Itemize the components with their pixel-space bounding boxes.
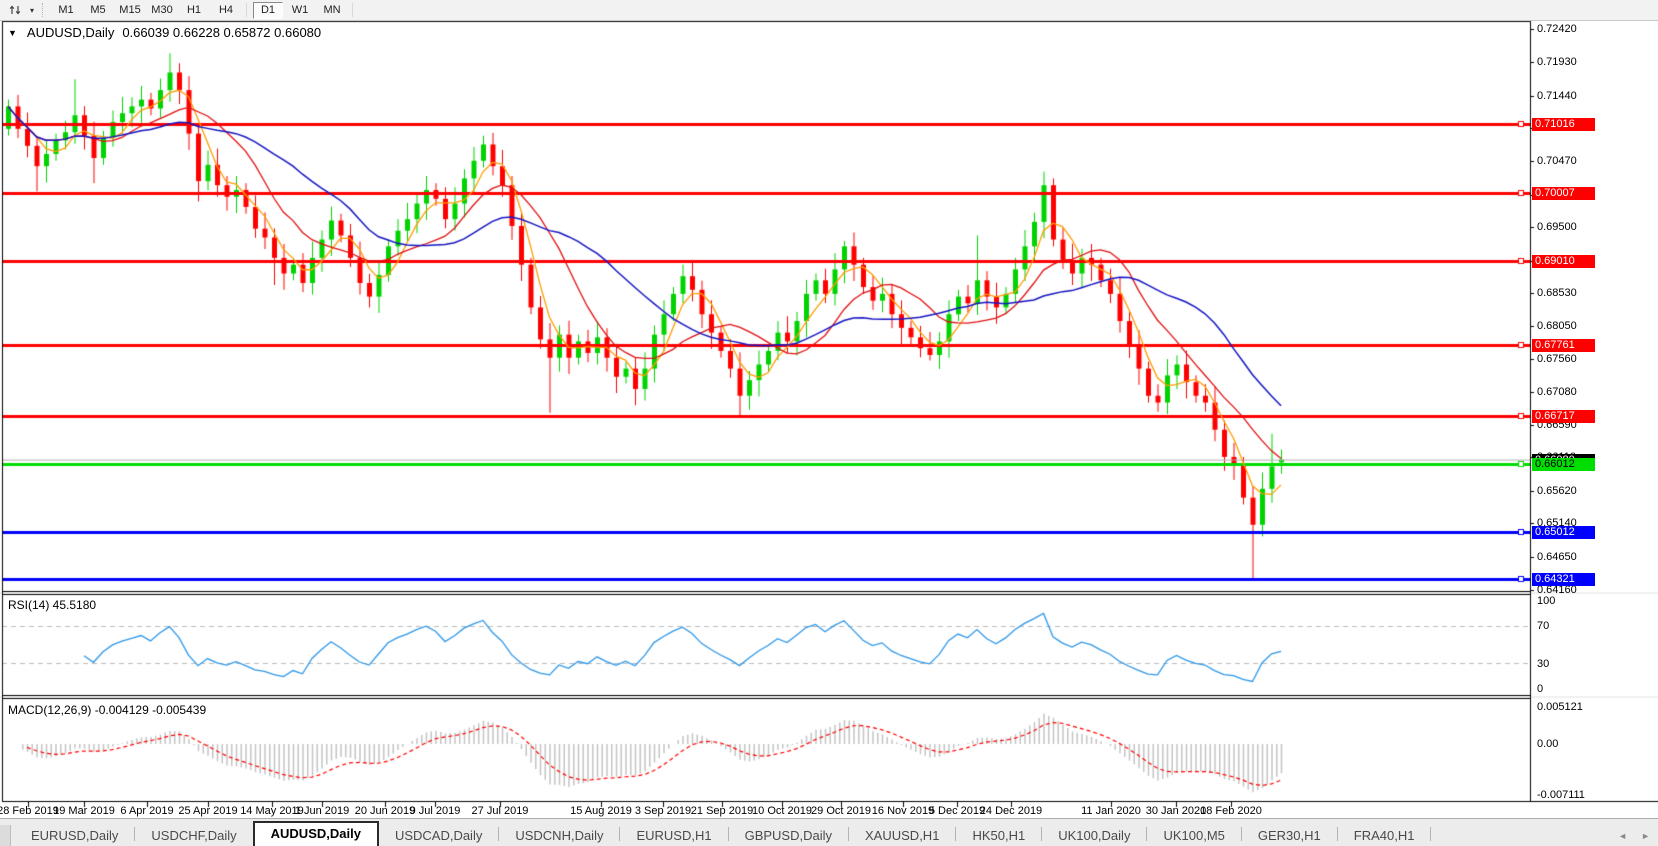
tab-scroll-right-icon[interactable]: ► bbox=[1641, 831, 1650, 841]
tab-separator bbox=[134, 827, 136, 841]
chart-tab-hk50-h1[interactable]: HK50,H1 bbox=[972, 828, 1026, 843]
chart-tab-xauusd-h1[interactable]: XAUUSD,H1 bbox=[865, 828, 940, 843]
timeframe-button-w1[interactable]: W1 bbox=[285, 2, 315, 19]
chart-tab-ger30-h1[interactable]: GER30,H1 bbox=[1257, 828, 1321, 843]
timeframe-button-m1[interactable]: M1 bbox=[51, 2, 81, 19]
chart-tab-fra40-h1[interactable]: FRA40,H1 bbox=[1353, 828, 1415, 843]
chart-title: ▼ AUDUSD,Daily 0.66039 0.66228 0.65872 0… bbox=[8, 25, 321, 40]
macd-indicator-label: MACD(12,26,9) -0.004129 -0.005439 bbox=[8, 703, 207, 717]
tab-scroll-left-icon[interactable]: ◄ bbox=[1618, 831, 1628, 841]
tab-separator bbox=[848, 827, 850, 841]
chart-tab-bar: EURUSD,Daily USDCHF,Daily AUDUSD,Daily USDC… bbox=[0, 818, 1658, 846]
toolbar-separator bbox=[352, 3, 354, 17]
charts-icon[interactable] bbox=[4, 2, 26, 18]
tab-separator bbox=[1146, 827, 1148, 841]
timeframe-button-m5[interactable]: M5 bbox=[83, 2, 113, 19]
timeframe-button-d1[interactable]: D1 bbox=[253, 1, 283, 19]
tab-separator bbox=[1430, 827, 1432, 841]
toolbar-separator bbox=[42, 3, 44, 17]
timeframe-button-m15[interactable]: M15 bbox=[115, 2, 145, 19]
tab-separator bbox=[727, 827, 729, 841]
rsi-indicator-label: RSI(14) 45.5180 bbox=[8, 598, 97, 612]
chart-ohlc-quotes: 0.66039 0.66228 0.65872 0.66080 bbox=[122, 25, 322, 40]
timeframe-button-h1[interactable]: H1 bbox=[179, 2, 209, 19]
chart-tab-usdcad-daily[interactable]: USDCAD,Daily bbox=[394, 828, 483, 843]
chart-symbol-label: AUDUSD,Daily bbox=[26, 25, 115, 40]
tabbar-left-stub bbox=[0, 825, 11, 846]
tab-separator bbox=[498, 827, 500, 841]
chart-tab-eurusd-h1[interactable]: EURUSD,H1 bbox=[636, 828, 712, 843]
chart-tab-audusd-daily[interactable]: AUDUSD,Daily bbox=[252, 821, 379, 846]
chart-tab-usdcnh-daily[interactable]: USDCNH,Daily bbox=[515, 828, 604, 843]
timeframe-button-h4[interactable]: H4 bbox=[211, 2, 241, 19]
tab-separator bbox=[1336, 827, 1338, 841]
tab-separator bbox=[1041, 827, 1043, 841]
timeframe-button-m30[interactable]: M30 bbox=[147, 2, 177, 19]
chart-tab-usdchf-daily[interactable]: USDCHF,Daily bbox=[151, 828, 237, 843]
timeframe-toolbar: ▾ M1 M5 M15 M30 H1 H4 D1 W1 MN bbox=[0, 0, 1658, 21]
timeframe-button-mn[interactable]: MN bbox=[317, 2, 347, 19]
tab-separator bbox=[619, 827, 621, 841]
chevron-down-icon[interactable]: ▾ bbox=[29, 5, 34, 15]
chart-tab-gbpusd-daily[interactable]: GBPUSD,Daily bbox=[744, 828, 833, 843]
collapse-triangle-icon[interactable]: ▼ bbox=[8, 27, 17, 38]
chart-tab-uk100-daily[interactable]: UK100,Daily bbox=[1058, 828, 1131, 843]
chart-tab-uk100-m5[interactable]: UK100,M5 bbox=[1163, 828, 1225, 843]
chart-tab-eurusd-daily[interactable]: EURUSD,Daily bbox=[31, 828, 119, 843]
tab-separator bbox=[1240, 827, 1242, 841]
tab-separator bbox=[955, 827, 957, 841]
toolbar-separator bbox=[246, 3, 248, 17]
